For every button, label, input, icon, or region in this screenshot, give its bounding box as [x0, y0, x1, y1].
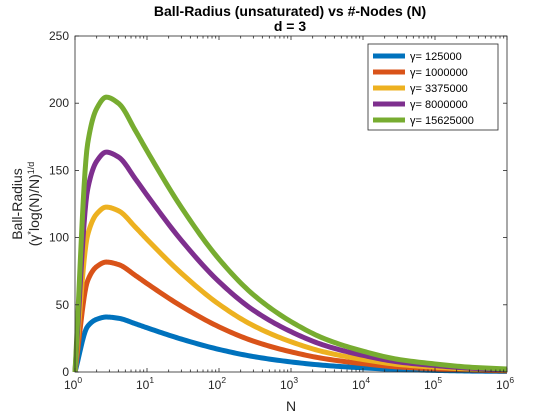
legend-label-3375000: γ= 3375000 — [410, 83, 468, 95]
y-tick-label: 150 — [49, 163, 69, 177]
x-axis-label: N — [286, 398, 296, 414]
y-tick-label: 200 — [49, 96, 69, 110]
x-tick-exponent: 5 — [437, 375, 442, 385]
x-tick-exponent: 0 — [77, 375, 82, 385]
chart-subtitle: d = 3 — [274, 18, 307, 34]
x-tick-exponent: 1 — [149, 375, 154, 385]
chart-title: Ball-Radius (unsaturated) vs #-Nodes (N) — [154, 3, 426, 19]
x-tick-base: 10 — [352, 378, 366, 392]
y-label-part-a: (γ — [26, 235, 42, 247]
y-tick-label: 50 — [56, 298, 70, 312]
x-tick-labels: 100 101 102 103 104 105 106 — [64, 375, 514, 392]
y-axis-label: Ball-Radius (γ*log(N)/N)1/d — [9, 162, 42, 246]
legend-label-125000: γ= 125000 — [410, 51, 462, 63]
x-tick-exponent: 2 — [221, 375, 226, 385]
y-label-part-b: log(N)/N) — [26, 174, 42, 231]
x-tick-base: 10 — [136, 378, 150, 392]
x-tick-label: 101 — [136, 375, 154, 392]
series-line-15625000 — [72, 94, 508, 373]
legend-label-15625000: γ= 15625000 — [410, 115, 474, 127]
x-tick-label: 106 — [496, 375, 514, 392]
ticks-layer — [74, 35, 508, 373]
y-tick-label: 0 — [62, 365, 69, 379]
legend: γ= 125000 γ= 1000000 γ= 3375000 γ= 8000000 γ… — [367, 43, 499, 131]
series-layer — [72, 94, 508, 374]
x-tick-base: 10 — [496, 378, 510, 392]
y-label-part-star: * — [26, 231, 36, 235]
x-tick-base: 10 — [208, 378, 222, 392]
y-axis-label-line2: (γ*log(N)/N)1/d — [26, 162, 42, 246]
x-tick-label: 102 — [208, 375, 226, 392]
x-tick-label: 104 — [352, 375, 370, 392]
legend-label-8000000: γ= 8000000 — [410, 99, 468, 111]
x-tick-label: 103 — [280, 375, 298, 392]
x-tick-exponent: 3 — [293, 375, 298, 385]
y-label-part-exp: 1/d — [26, 162, 36, 175]
x-tick-base: 10 — [424, 378, 438, 392]
legend-label-1000000: γ= 1000000 — [410, 67, 468, 79]
y-axis-label-line1: Ball-Radius — [9, 168, 25, 240]
y-tick-label: 250 — [49, 29, 69, 43]
x-tick-label: 100 — [64, 375, 82, 392]
x-tick-base: 10 — [280, 378, 294, 392]
x-tick-base: 10 — [64, 378, 78, 392]
y-tick-labels: 0 50 100 150 200 250 — [49, 29, 69, 379]
x-tick-exponent: 4 — [365, 375, 370, 385]
x-tick-exponent: 6 — [509, 375, 514, 385]
x-tick-label: 105 — [424, 375, 442, 392]
y-tick-label: 100 — [49, 231, 69, 245]
